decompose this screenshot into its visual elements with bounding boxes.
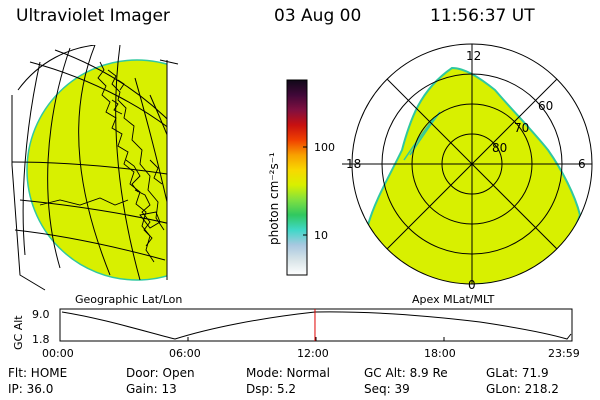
altitude-ylabel: GC Alt (12, 315, 25, 350)
altitude-curve (61, 311, 572, 340)
gc-alt-info: GC Alt: 8.9 Re (364, 366, 448, 380)
observation-date: 03 Aug 00 (274, 6, 362, 26)
altitude-ytick-min: 1.8 (32, 333, 50, 346)
polar-grid (342, 43, 593, 285)
polar-image: 12 18 6 0 60 70 80 (342, 43, 593, 292)
mlat-70-label: 70 (514, 121, 529, 135)
observation-time: 11:56:37 UT (430, 6, 535, 26)
geographic-label: Geographic Lat/Lon (75, 293, 182, 306)
xtick-0600: 06:00 (169, 347, 201, 360)
gain-info: Gain: 13 (126, 382, 177, 396)
colorbar-unit-label: photon cm⁻²s⁻¹ (267, 152, 281, 245)
ip-info: IP: 36.0 (8, 382, 54, 396)
seq-info: Seq: 39 (364, 382, 410, 396)
apex-label: Apex MLat/MLT (412, 293, 495, 306)
glat-info: GLat: 71.9 (486, 366, 549, 380)
colorbar-tick-100: 100 (314, 141, 335, 154)
colorbar-tick-10: 10 (314, 229, 328, 242)
mlat-80-label: 80 (492, 141, 507, 155)
colorbar-strip (286, 79, 308, 276)
xtick-2359: 23:59 (548, 347, 580, 360)
mlt-18-label: 18 (346, 157, 361, 171)
dsp-info: Dsp: 5.2 (246, 382, 297, 396)
mlat-60-label: 60 (538, 99, 553, 113)
altitude-plot-frame (59, 308, 573, 342)
altitude-ytick-max: 9.0 (32, 308, 50, 321)
mlt-0-label: 0 (468, 278, 476, 292)
mode-info: Mode: Normal (246, 366, 330, 380)
instrument-title: Ultraviolet Imager (16, 6, 170, 26)
xtick-1800: 18:00 (424, 347, 456, 360)
mlt-6-label: 6 (578, 157, 586, 171)
door-info: Door: Open (126, 366, 195, 380)
night-side-mask (167, 45, 262, 290)
altitude-x-ticks (59, 337, 573, 341)
altitude-plot: GC Alt 9.0 1.8 00:00 06:00 12:00 18:00 2… (12, 308, 580, 360)
colorbar: 100 10 photon cm⁻²s⁻¹ (267, 79, 335, 276)
glon-info: GLon: 218.2 (486, 382, 559, 396)
flight-info: Flt: HOME (8, 366, 68, 380)
xtick-0000: 00:00 (42, 347, 74, 360)
mlt-12-label: 12 (466, 49, 481, 63)
xtick-1200: 12:00 (297, 347, 329, 360)
geographic-image (11, 45, 262, 291)
coastlines (39, 61, 165, 263)
